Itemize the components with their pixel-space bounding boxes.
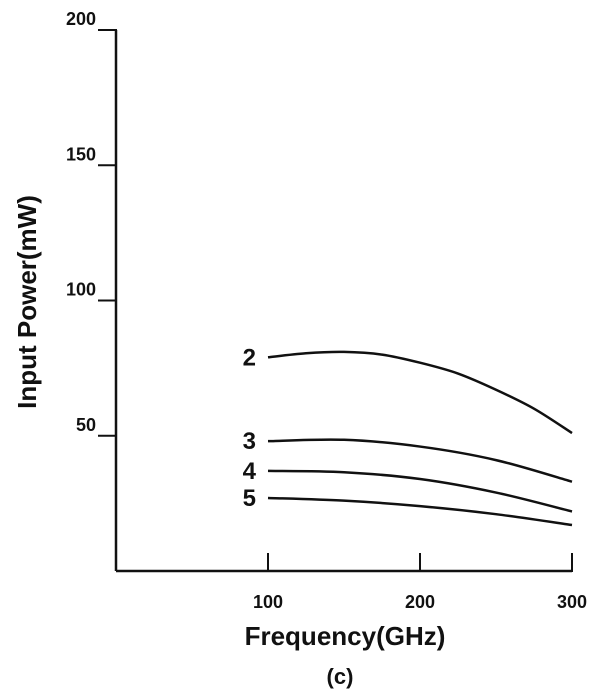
- x-tick-label: 300: [557, 592, 587, 612]
- series-line-3: [267, 438, 573, 483]
- y-tick-label: 100: [66, 280, 96, 300]
- series-line-4: [267, 469, 573, 513]
- series-line-5: [267, 496, 573, 527]
- y-tick-label: 200: [66, 9, 96, 29]
- series-label-4: 4: [243, 458, 257, 485]
- x-axis-title: Frequency(GHz): [245, 621, 446, 651]
- series-label-3: 3: [243, 428, 256, 455]
- y-tick-label: 50: [76, 415, 96, 435]
- axes: [114, 30, 572, 573]
- series-label-2: 2: [243, 344, 256, 371]
- x-tick-label: 100: [253, 592, 283, 612]
- ticks: 50 100 150 200 100 200 300: [66, 9, 587, 612]
- x-tick-label: 200: [405, 592, 435, 612]
- series-line-2: [267, 350, 573, 435]
- series-group: 2 3 45: [243, 344, 573, 527]
- y-axis-title: Input Power(mW): [12, 195, 42, 409]
- figure-caption: (c): [327, 664, 354, 689]
- series-label-5: 5: [243, 485, 256, 512]
- y-tick-label: 150: [66, 144, 96, 164]
